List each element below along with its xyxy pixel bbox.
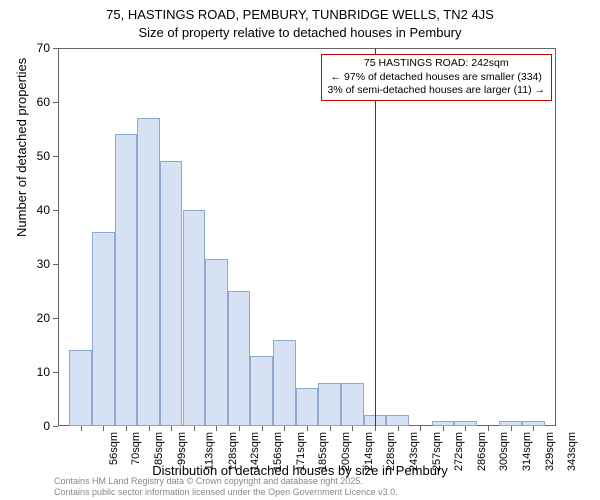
ytick: [53, 156, 58, 157]
xtick: [239, 426, 240, 431]
annotation-line: 3% of semi-detached houses are larger (1…: [328, 84, 546, 98]
xtick: [194, 426, 195, 431]
xtick: [103, 426, 104, 431]
title-line-2: Size of property relative to detached ho…: [0, 24, 600, 42]
reference-marker-line: [375, 48, 376, 426]
xtick-label: 70sqm: [130, 432, 142, 465]
xtick: [149, 426, 150, 431]
histogram-bar: [318, 383, 341, 426]
ytick: [53, 264, 58, 265]
y-axis-label: Number of detached properties: [14, 58, 29, 237]
ytick-label: 0: [43, 419, 50, 433]
annotation-line: ← 97% of detached houses are smaller (33…: [328, 71, 546, 85]
ytick: [53, 102, 58, 103]
xtick: [216, 426, 217, 431]
histogram-bar: [228, 291, 251, 426]
histogram-bar: [386, 415, 409, 426]
title-line-1: 75, HASTINGS ROAD, PEMBURY, TUNBRIDGE WE…: [0, 6, 600, 24]
ytick-label: 30: [37, 257, 50, 271]
xtick: [375, 426, 376, 431]
ytick: [53, 48, 58, 49]
histogram-bar: [137, 118, 160, 426]
xtick: [262, 426, 263, 431]
xtick-label: 56sqm: [108, 432, 120, 465]
histogram-bar: [205, 259, 228, 426]
xtick: [330, 426, 331, 431]
xtick: [284, 426, 285, 431]
footer-line-1: Contains HM Land Registry data © Crown c…: [54, 476, 398, 487]
histogram-bar: [296, 388, 319, 426]
ytick-label: 50: [37, 149, 50, 163]
xtick-label: 99sqm: [176, 432, 188, 465]
histogram-bar: [341, 383, 364, 426]
footer-attribution: Contains HM Land Registry data © Crown c…: [54, 476, 398, 499]
ytick: [53, 318, 58, 319]
chart-title-block: 75, HASTINGS ROAD, PEMBURY, TUNBRIDGE WE…: [0, 0, 600, 41]
ytick: [53, 426, 58, 427]
ytick: [53, 372, 58, 373]
footer-line-2: Contains public sector information licen…: [54, 487, 398, 498]
xtick: [465, 426, 466, 431]
axis-top: [58, 48, 556, 49]
histogram-bar: [250, 356, 273, 426]
xtick: [533, 426, 534, 431]
ytick: [53, 210, 58, 211]
xtick: [352, 426, 353, 431]
xtick: [511, 426, 512, 431]
axis-right: [555, 48, 556, 426]
xtick: [398, 426, 399, 431]
ytick-label: 60: [37, 95, 50, 109]
histogram-chart: 01020304050607056sqm70sqm85sqm99sqm113sq…: [58, 48, 556, 426]
xtick: [420, 426, 421, 431]
xtick: [171, 426, 172, 431]
axis-left: [58, 48, 59, 426]
annotation-line: 75 HASTINGS ROAD: 242sqm: [328, 57, 546, 71]
histogram-bar: [69, 350, 92, 426]
xtick: [443, 426, 444, 431]
annotation-callout: 75 HASTINGS ROAD: 242sqm← 97% of detache…: [321, 54, 553, 101]
xtick: [126, 426, 127, 431]
xtick: [81, 426, 82, 431]
histogram-bar: [183, 210, 206, 426]
ytick-label: 70: [37, 41, 50, 55]
xtick: [488, 426, 489, 431]
ytick-label: 20: [37, 311, 50, 325]
histogram-bar: [273, 340, 296, 426]
ytick-label: 10: [37, 365, 50, 379]
xtick: [307, 426, 308, 431]
ytick-label: 40: [37, 203, 50, 217]
histogram-bar: [160, 161, 183, 426]
xtick-label: 85sqm: [153, 432, 165, 465]
histogram-bar: [92, 232, 115, 426]
histogram-bar: [115, 134, 138, 426]
